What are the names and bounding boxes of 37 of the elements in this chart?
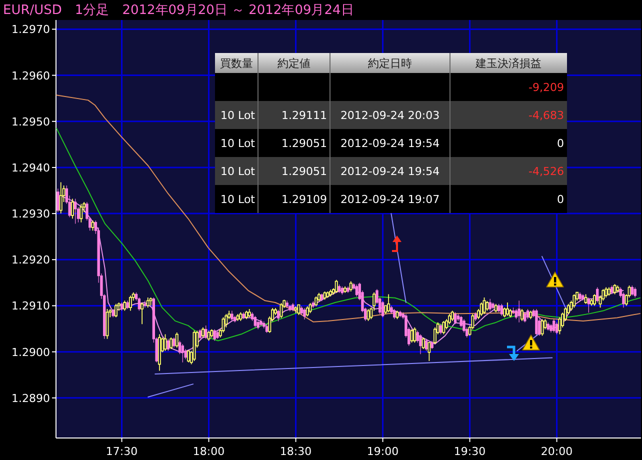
text: 1.29111 bbox=[282, 109, 327, 122]
y-tick-label: 1.2920 bbox=[12, 254, 50, 267]
x-tick-label: 17:30 bbox=[106, 445, 138, 458]
y-tick-label: 1.2910 bbox=[12, 300, 50, 313]
text: 1.29051 bbox=[282, 165, 327, 178]
y-tick-label: 1.2930 bbox=[12, 208, 50, 221]
title: EUR/USD 1分足 2012年09月20日 ～ 2012年09月24日 bbox=[3, 3, 354, 18]
x-tick-label: 19:30 bbox=[454, 445, 486, 458]
text: 2012-09-24 19:54 bbox=[340, 165, 440, 178]
text: 1.29051 bbox=[282, 137, 327, 150]
text: -4,683 bbox=[528, 109, 564, 122]
text: 1.29109 bbox=[282, 193, 327, 206]
x-tick-label: 18:00 bbox=[192, 445, 225, 458]
y-tick-label: 1.2900 bbox=[12, 346, 50, 359]
text: 10 Lot bbox=[220, 109, 255, 122]
text: 0 bbox=[557, 137, 564, 150]
text: 10 Lot bbox=[220, 137, 255, 150]
category-label: 建玉決済損益 bbox=[474, 57, 542, 70]
category-label: 買数量 bbox=[220, 57, 253, 70]
y-tick-label: 1.2950 bbox=[12, 115, 50, 128]
y-tick-label: 1.2940 bbox=[12, 161, 50, 174]
text: -4,526 bbox=[528, 165, 564, 178]
x-tick-label: 19:00 bbox=[366, 445, 399, 458]
y-tick-label: 1.2970 bbox=[12, 23, 50, 36]
y-tick-label: 1.2890 bbox=[12, 392, 50, 405]
text: 2012-09-24 19:54 bbox=[340, 137, 440, 150]
category-label: 約定日時 bbox=[368, 57, 412, 70]
text: -9,209 bbox=[528, 81, 564, 94]
text: 2012-09-24 19:07 bbox=[340, 193, 440, 206]
category-label: 約定値 bbox=[278, 57, 310, 70]
x-tick-label: 20:00 bbox=[540, 445, 573, 458]
text: 2012-09-24 20:03 bbox=[340, 109, 440, 122]
text: 0 bbox=[557, 193, 564, 206]
text: 10 Lot bbox=[220, 193, 255, 206]
text: 10 Lot bbox=[220, 165, 255, 178]
x-tick-label: 18:30 bbox=[280, 445, 312, 458]
y-tick-label: 1.2960 bbox=[12, 69, 50, 82]
